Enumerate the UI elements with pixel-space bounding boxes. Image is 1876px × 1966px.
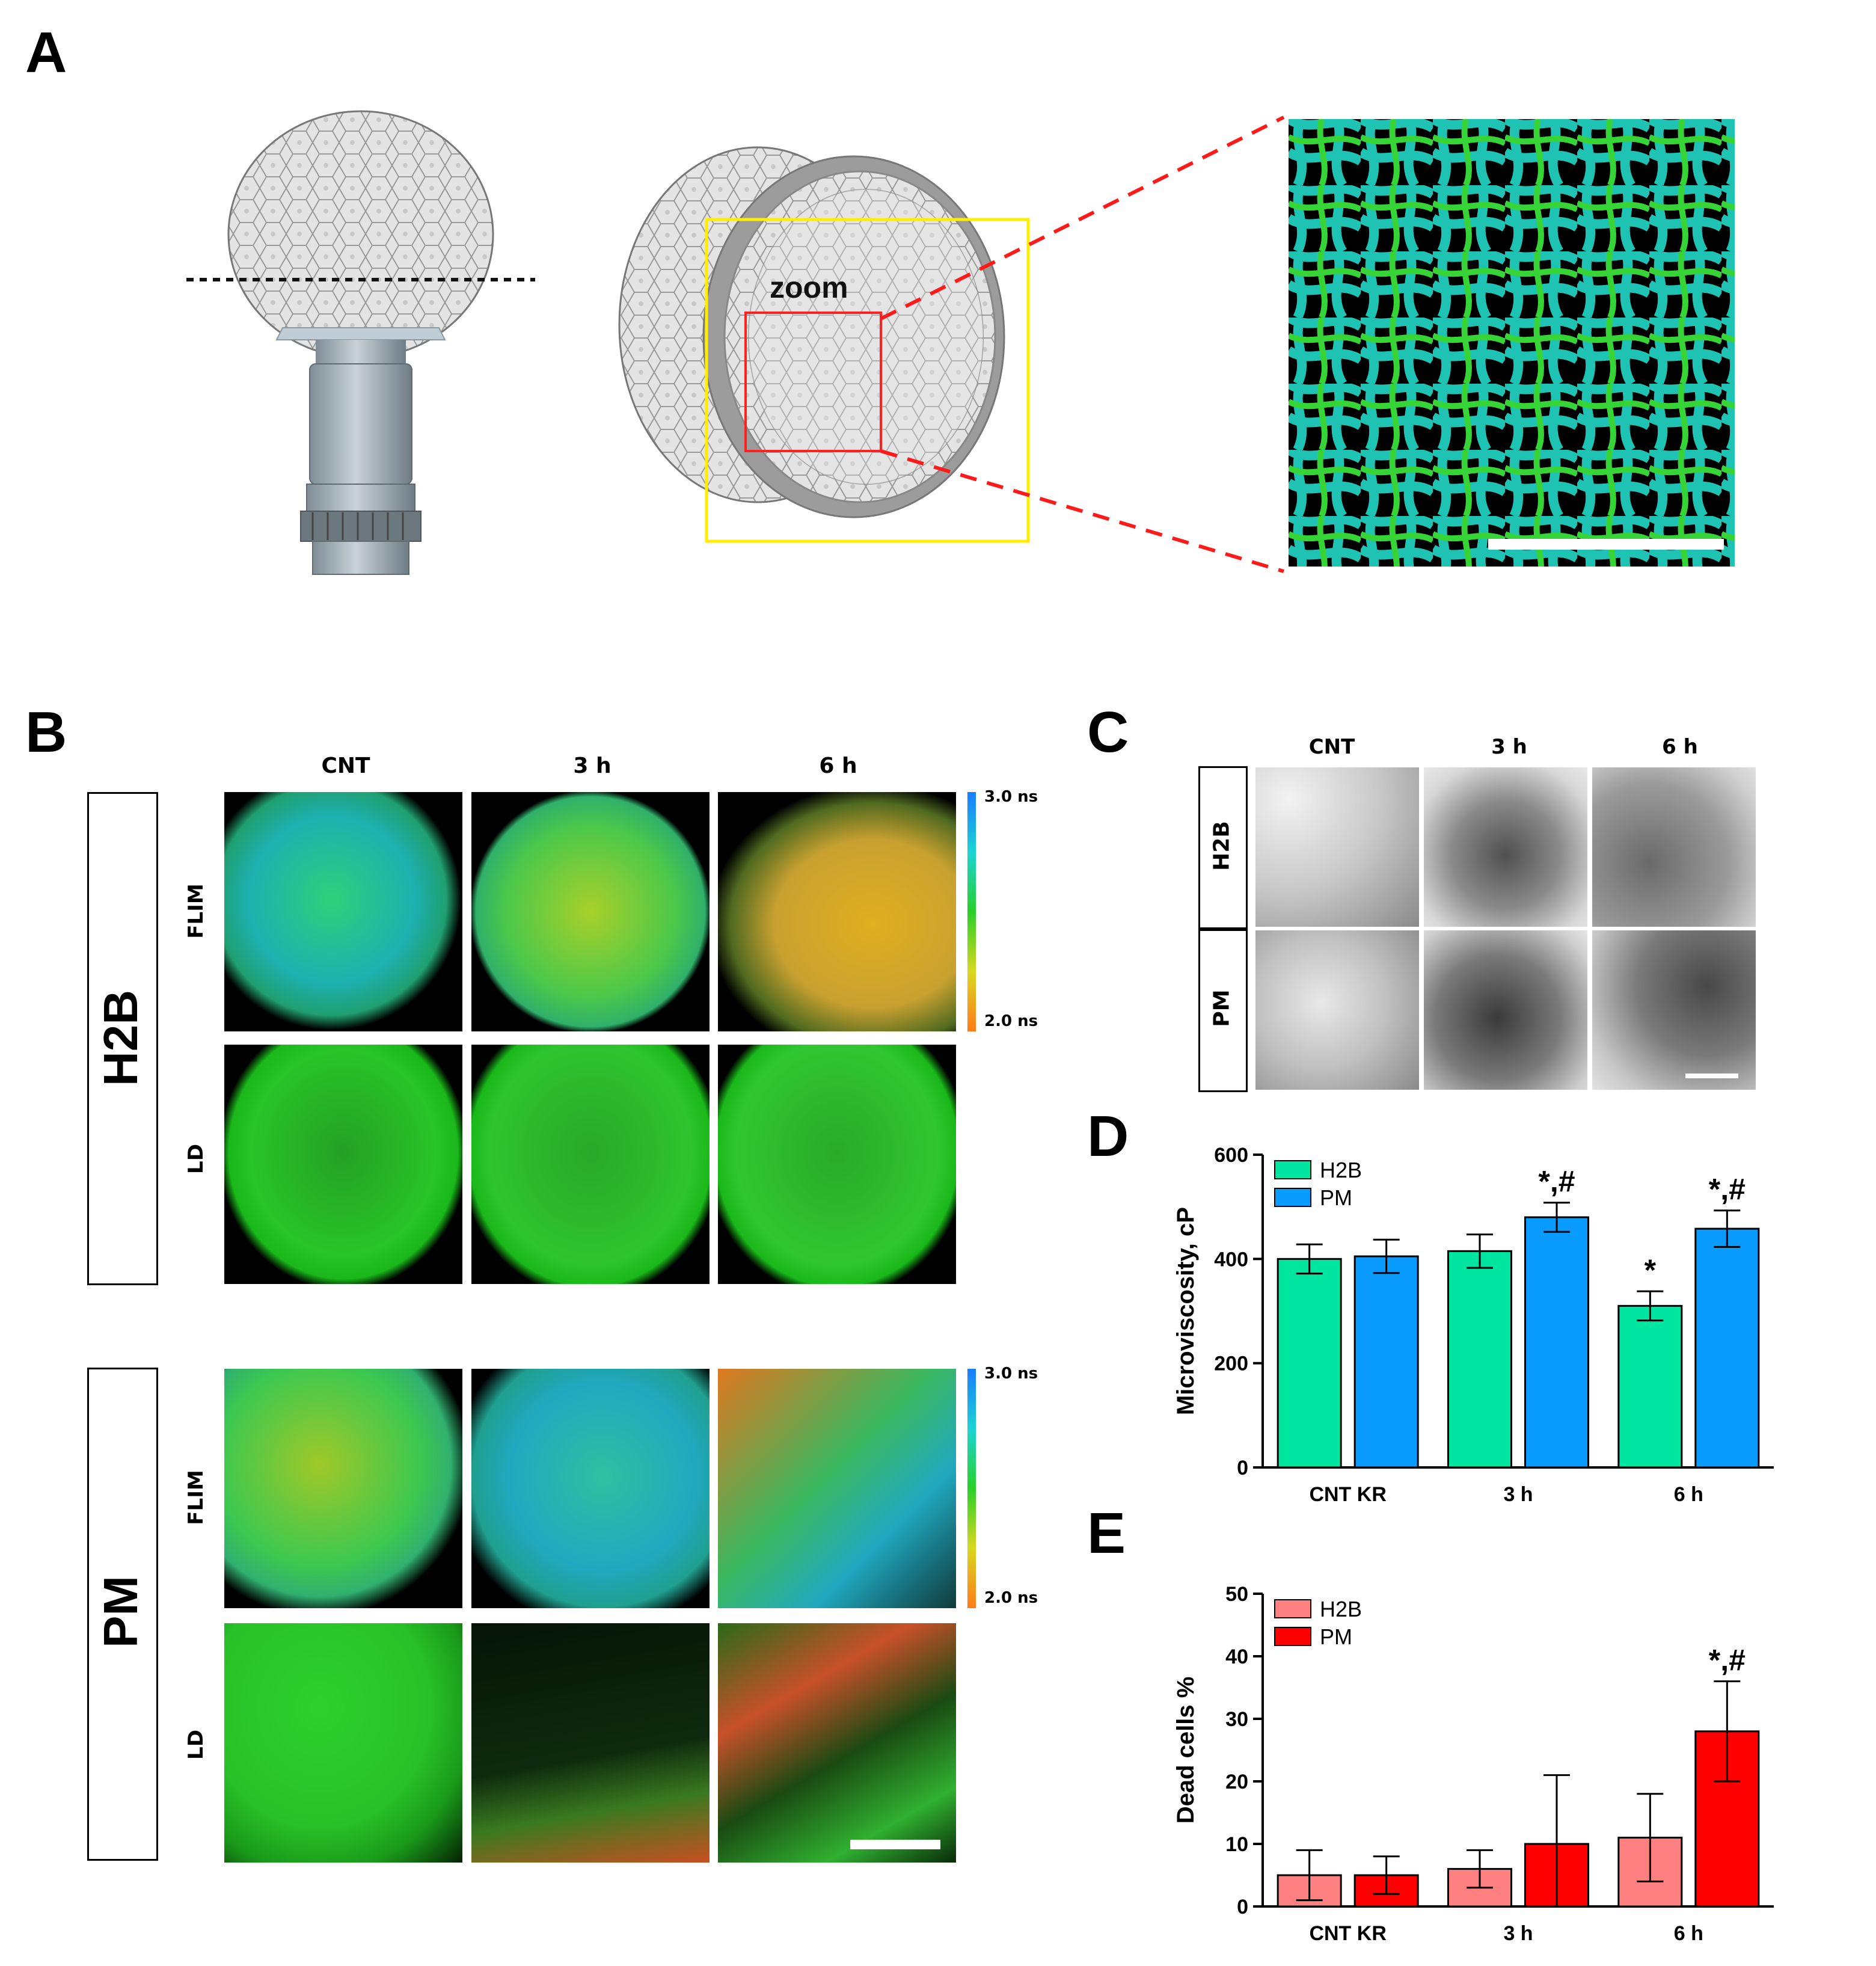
brightfield-h2b-3h-image <box>1424 767 1587 927</box>
y-tick-label: 40 <box>1225 1645 1248 1668</box>
colorbar-pm-top-label: 3.0 ns <box>984 1365 1038 1383</box>
b-row-label-ld-h2b: LD <box>184 1144 208 1174</box>
y-tick-label: 600 <box>1214 1144 1248 1167</box>
ld-pm-cnt-image <box>224 1623 462 1863</box>
significance-annotation: *,# <box>1538 1165 1575 1199</box>
b-col-header-cnt: CNT <box>321 754 370 778</box>
bar <box>1277 1258 1342 1469</box>
group-label-pm: PM <box>94 1576 147 1648</box>
legend-swatch <box>1274 1599 1311 1618</box>
b-row-label-ld-pm: LD <box>184 1730 208 1760</box>
zoom-label: zoom <box>770 271 848 304</box>
bar <box>1524 1216 1589 1469</box>
b-row-label-flim-h2b: FLIM <box>184 883 208 939</box>
ld-pm-3h-image <box>471 1623 710 1863</box>
x-tick-label: 3 h <box>1503 1922 1533 1945</box>
bar <box>1694 1227 1760 1469</box>
brightfield-pm-3h-image <box>1424 930 1587 1090</box>
b-row-label-flim-pm: FLIM <box>184 1470 208 1525</box>
legend-label: H2B <box>1320 1158 1362 1182</box>
y-axis-label: Microviscosity, cP <box>1172 1207 1199 1415</box>
legend-swatch <box>1274 1627 1311 1646</box>
scale-bar <box>1488 539 1724 550</box>
y-tick-label: 200 <box>1214 1353 1248 1375</box>
panel-letter-d: D <box>1087 1104 1129 1169</box>
chart-e-dead-cells: 0 10 20 30 40 50 Dead cells % CNT KR 3 h *,# 6 h H2… <box>1172 1583 1774 1945</box>
colorbar-h2b-bottom-label: 2.0 ns <box>984 1012 1038 1030</box>
ld-h2b-6h-image <box>718 1045 956 1284</box>
significance-annotation: * <box>1645 1253 1657 1287</box>
y-tick-label: 50 <box>1225 1583 1248 1606</box>
scale-bar <box>1685 1074 1738 1078</box>
group-box-pm <box>87 1368 158 1861</box>
y-tick-label: 10 <box>1225 1833 1248 1856</box>
significance-annotation: *,# <box>1709 1644 1746 1677</box>
group-label-h2b: H2B <box>94 989 147 1087</box>
c-col-header-3h: 3 h <box>1491 735 1527 759</box>
group-box-h2b <box>87 792 158 1285</box>
sectioned-spheroid-illustration: zoom <box>618 146 1030 543</box>
brightfield-h2b-cnt-image <box>1255 767 1419 927</box>
flim-colorbar-pm <box>967 1369 976 1608</box>
flim-pm-3h-image <box>471 1369 710 1608</box>
flim-h2b-6h-image <box>718 792 956 1031</box>
significance-annotation: *,# <box>1709 1173 1746 1206</box>
flim-colorbar-h2b <box>967 792 976 1031</box>
b-col-header-6h: 6 h <box>819 754 857 778</box>
legend-label: PM <box>1320 1624 1352 1649</box>
y-tick-label: 400 <box>1214 1248 1248 1271</box>
legend-swatch <box>1274 1160 1311 1179</box>
legend-label: H2B <box>1320 1597 1362 1621</box>
zoom-connector-lines <box>880 115 1285 573</box>
ld-pm-6h-image <box>718 1623 956 1863</box>
x-tick-label: CNT KR <box>1309 1483 1386 1506</box>
zoom-flim-image <box>1289 119 1735 567</box>
chart-d-microviscosity: 0 200 400 600 Microviscosity, cP CNT KR *,# 3 h… <box>1172 1144 1774 1506</box>
legend-label: PM <box>1320 1185 1352 1210</box>
flim-pm-cnt-image <box>224 1369 462 1608</box>
c-col-header-cnt: CNT <box>1308 735 1355 759</box>
panel-letter-e: E <box>1087 1501 1126 1565</box>
y-tick-label: 0 <box>1237 1896 1248 1918</box>
panel-letter-b: B <box>25 700 67 764</box>
x-tick-label: 6 h <box>1674 1922 1703 1945</box>
spheroid-objective-illustration <box>186 110 535 575</box>
scale-bar <box>850 1840 940 1849</box>
c-row-label-pm: PM <box>1209 989 1234 1027</box>
brightfield-pm-cnt-image <box>1255 930 1419 1090</box>
x-tick-label: 3 h <box>1503 1483 1533 1506</box>
bar <box>1617 1304 1683 1469</box>
colorbar-pm-bottom-label: 2.0 ns <box>984 1589 1038 1607</box>
c-row-label-h2b: H2B <box>1209 821 1234 871</box>
c-row-box-pm <box>1198 929 1248 1092</box>
flim-h2b-cnt-image <box>224 792 462 1031</box>
panel-letter-a: A <box>25 20 67 85</box>
bar <box>1447 1250 1512 1469</box>
panel-letter-c: C <box>1087 700 1129 764</box>
bar <box>1353 1255 1419 1469</box>
y-tick-label: 30 <box>1225 1708 1248 1731</box>
y-axis-label: Dead cells % <box>1172 1677 1199 1824</box>
flim-pm-6h-image <box>718 1369 956 1608</box>
ld-h2b-cnt-image <box>224 1045 462 1284</box>
x-tick-label: 6 h <box>1674 1483 1703 1506</box>
y-tick-label: 20 <box>1225 1771 1248 1793</box>
brightfield-h2b-6h-image <box>1592 767 1756 927</box>
x-tick-label: CNT KR <box>1309 1922 1386 1945</box>
legend-swatch <box>1274 1188 1311 1207</box>
brightfield-pm-6h-image <box>1592 930 1756 1090</box>
colorbar-h2b-top-label: 3.0 ns <box>984 788 1038 806</box>
y-tick-label: 0 <box>1237 1457 1248 1479</box>
ld-h2b-3h-image <box>471 1045 710 1284</box>
c-col-header-6h: 6 h <box>1662 735 1698 759</box>
flim-h2b-3h-image <box>471 792 710 1031</box>
c-row-box-h2b <box>1198 766 1248 929</box>
b-col-header-3h: 3 h <box>573 754 612 778</box>
